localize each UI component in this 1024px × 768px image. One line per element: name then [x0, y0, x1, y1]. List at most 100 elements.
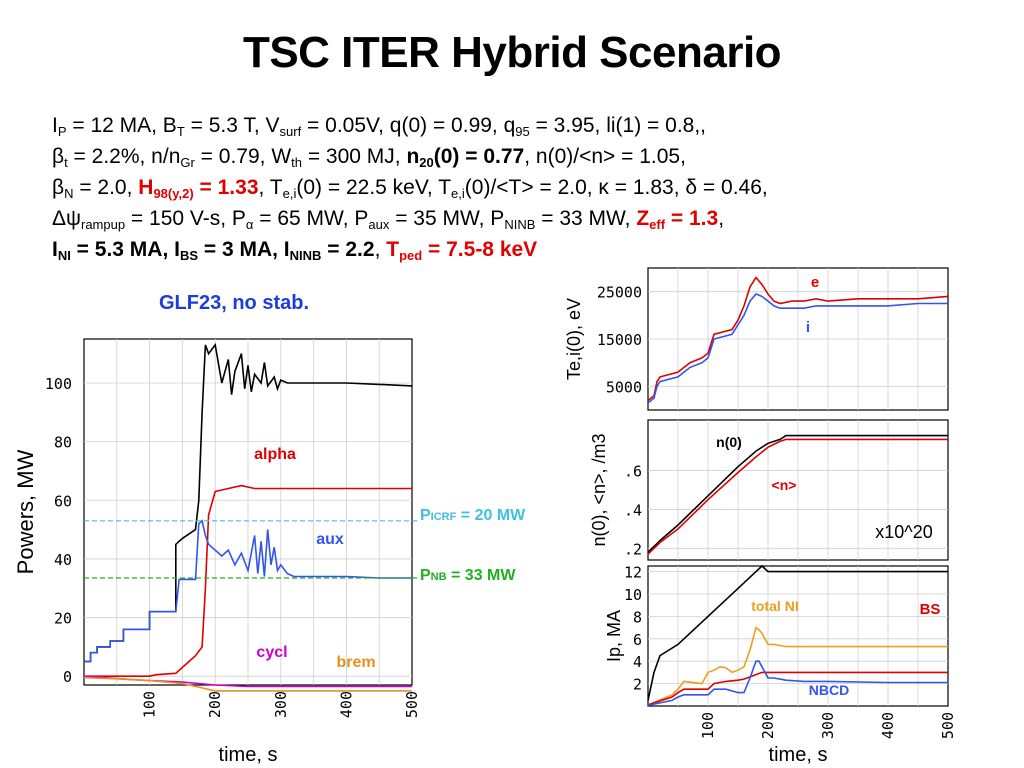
- param-run: 20: [419, 155, 434, 170]
- temperature-chart: 5000 15000 25000 Te,i(0), eV e i: [564, 267, 949, 411]
- series-annotation: n(0): [716, 434, 742, 450]
- x-tick-label: 200: [206, 691, 224, 718]
- param-run: = 35 MW, P: [389, 207, 505, 230]
- reference-label: PICRF = 20 MW: [420, 507, 526, 524]
- series-annotation: BS: [920, 601, 941, 618]
- x-tick-label: 300: [272, 691, 290, 718]
- param-run: ,: [718, 207, 725, 230]
- y-axis-label: Ip, MA: [604, 610, 624, 662]
- y-tick-label: 12: [624, 564, 642, 582]
- param-run: e,i: [282, 186, 297, 201]
- reference-label-value: = 33 MW: [447, 567, 517, 584]
- y-tick-label: 0: [63, 668, 72, 686]
- param-run: = 12 MA, B: [66, 114, 177, 137]
- x-axis-label: time, s: [769, 744, 828, 766]
- param-run: β: [52, 145, 65, 168]
- series-annotation: NBCD: [809, 682, 849, 698]
- param-line-1: IP = 12 MA, BT = 5.3 T, Vsurf = 0.05V, q…: [52, 110, 768, 141]
- param-run: = 2.0,: [73, 176, 139, 199]
- y-tick-label: .6: [624, 463, 642, 481]
- param-run: = 33 MW,: [535, 207, 637, 230]
- series-annotation: <n>: [772, 477, 797, 493]
- param-run: α: [245, 217, 254, 232]
- param-line-5: INI = 5.3 MA, IBS = 3 MA, ININB = 2.2, T…: [52, 234, 768, 265]
- current-chart: 2 4 6 8 10 12 100 200 300 400 500 Ip, MA time, s tota…: [604, 564, 957, 766]
- param-run: ,: [374, 238, 387, 261]
- param-run: , T: [258, 176, 283, 199]
- param-run: N: [64, 186, 74, 201]
- reference-label-part: P: [420, 507, 431, 524]
- param-run: ped: [399, 248, 423, 263]
- param-run: Δψ: [52, 207, 81, 230]
- param-run: 95: [515, 124, 530, 139]
- series-line: [647, 276, 949, 402]
- series-annotation: total NI: [751, 598, 798, 614]
- series-annotation: aux: [316, 531, 344, 548]
- param-run: , n(0)/<n> = 1.05,: [524, 145, 686, 168]
- y-axis-label: Powers, MW: [13, 449, 38, 574]
- param-run: = 2.2: [321, 238, 375, 261]
- y-axis-label: Te,i(0), eV: [564, 298, 584, 380]
- y-tick-label: 40: [54, 551, 72, 569]
- param-run: th: [291, 155, 302, 170]
- scale-note: x10^20: [875, 522, 933, 542]
- series-annotation: e: [811, 274, 819, 291]
- series-line: [647, 293, 948, 404]
- y-tick-label: 10: [624, 586, 642, 604]
- param-run: = 3 MA, I: [198, 238, 290, 261]
- chart-title: GLF23, no stab.: [159, 292, 309, 314]
- y-tick-label: 100: [45, 375, 72, 393]
- x-tick-label: 500: [403, 691, 421, 718]
- y-tick-label: 15000: [597, 331, 642, 349]
- param-run: (0)/<T> = 2.0, κ = 1.83, δ = 0.46,: [464, 176, 768, 199]
- param-run: rampup: [81, 217, 126, 232]
- param-run: I: [52, 238, 58, 261]
- x-tick-label: 100: [141, 691, 159, 718]
- param-run: = 150 V-s, P: [125, 207, 246, 230]
- param-run: H: [138, 176, 154, 199]
- param-run: = 0.05V, q(0) = 0.99, q: [301, 114, 516, 137]
- series-line: [84, 484, 412, 678]
- param-run: T: [386, 238, 400, 261]
- series-line: [647, 660, 948, 707]
- series-line: [647, 434, 948, 553]
- y-tick-label: 5000: [606, 378, 642, 396]
- param-run: Gr: [180, 155, 195, 170]
- param-run: t: [64, 155, 68, 170]
- reference-label-value: = 20 MW: [456, 507, 526, 524]
- param-run: e,i: [451, 186, 465, 201]
- param-run: 98(y,2): [153, 186, 194, 201]
- param-run: NINB: [289, 248, 322, 263]
- param-run: T: [176, 124, 185, 139]
- param-run: BS: [179, 248, 199, 263]
- param-line-4: Δψrampup = 150 V-s, Pα = 65 MW, Paux = 3…: [52, 203, 768, 234]
- param-line-3: βN = 2.0, H98(y,2) = 1.33, Te,i(0) = 22.…: [52, 172, 768, 203]
- x-axis-label: time, s: [219, 744, 278, 766]
- param-run: NI: [57, 248, 71, 263]
- series-annotation: alpha: [254, 446, 296, 463]
- param-run: surf: [279, 124, 302, 139]
- param-run: P: [57, 124, 67, 139]
- y-tick-label: 25000: [597, 284, 642, 302]
- series-annotation: i: [806, 319, 810, 336]
- param-run: I: [52, 114, 58, 137]
- series-line: [647, 626, 948, 706]
- x-tick-label: 400: [879, 712, 897, 739]
- param-run: Z: [636, 207, 650, 230]
- param-run: (0) = 22.5 keV, T: [296, 176, 452, 199]
- series-line: [647, 438, 948, 555]
- x-tick-label: 100: [699, 712, 717, 739]
- param-run: aux: [368, 217, 390, 232]
- y-tick-label: 8: [633, 608, 642, 626]
- y-tick-label: .4: [624, 501, 642, 519]
- density-chart: .2 .4 .6 n(0), <n>, /m3 n(0) <n> x10^20: [589, 419, 949, 561]
- param-run: = 5.3 MA, I: [70, 238, 180, 261]
- param-run: β: [52, 176, 65, 199]
- x-tick-label: 300: [819, 712, 837, 739]
- y-axis-label: n(0), <n>, /m3: [589, 433, 609, 546]
- reference-label: PNB = 33 MW: [420, 567, 516, 584]
- y-tick-label: 80: [54, 434, 72, 452]
- param-run: = 7.5-8 keV: [422, 238, 538, 261]
- param-run: = 2.2%, n/n: [67, 145, 181, 168]
